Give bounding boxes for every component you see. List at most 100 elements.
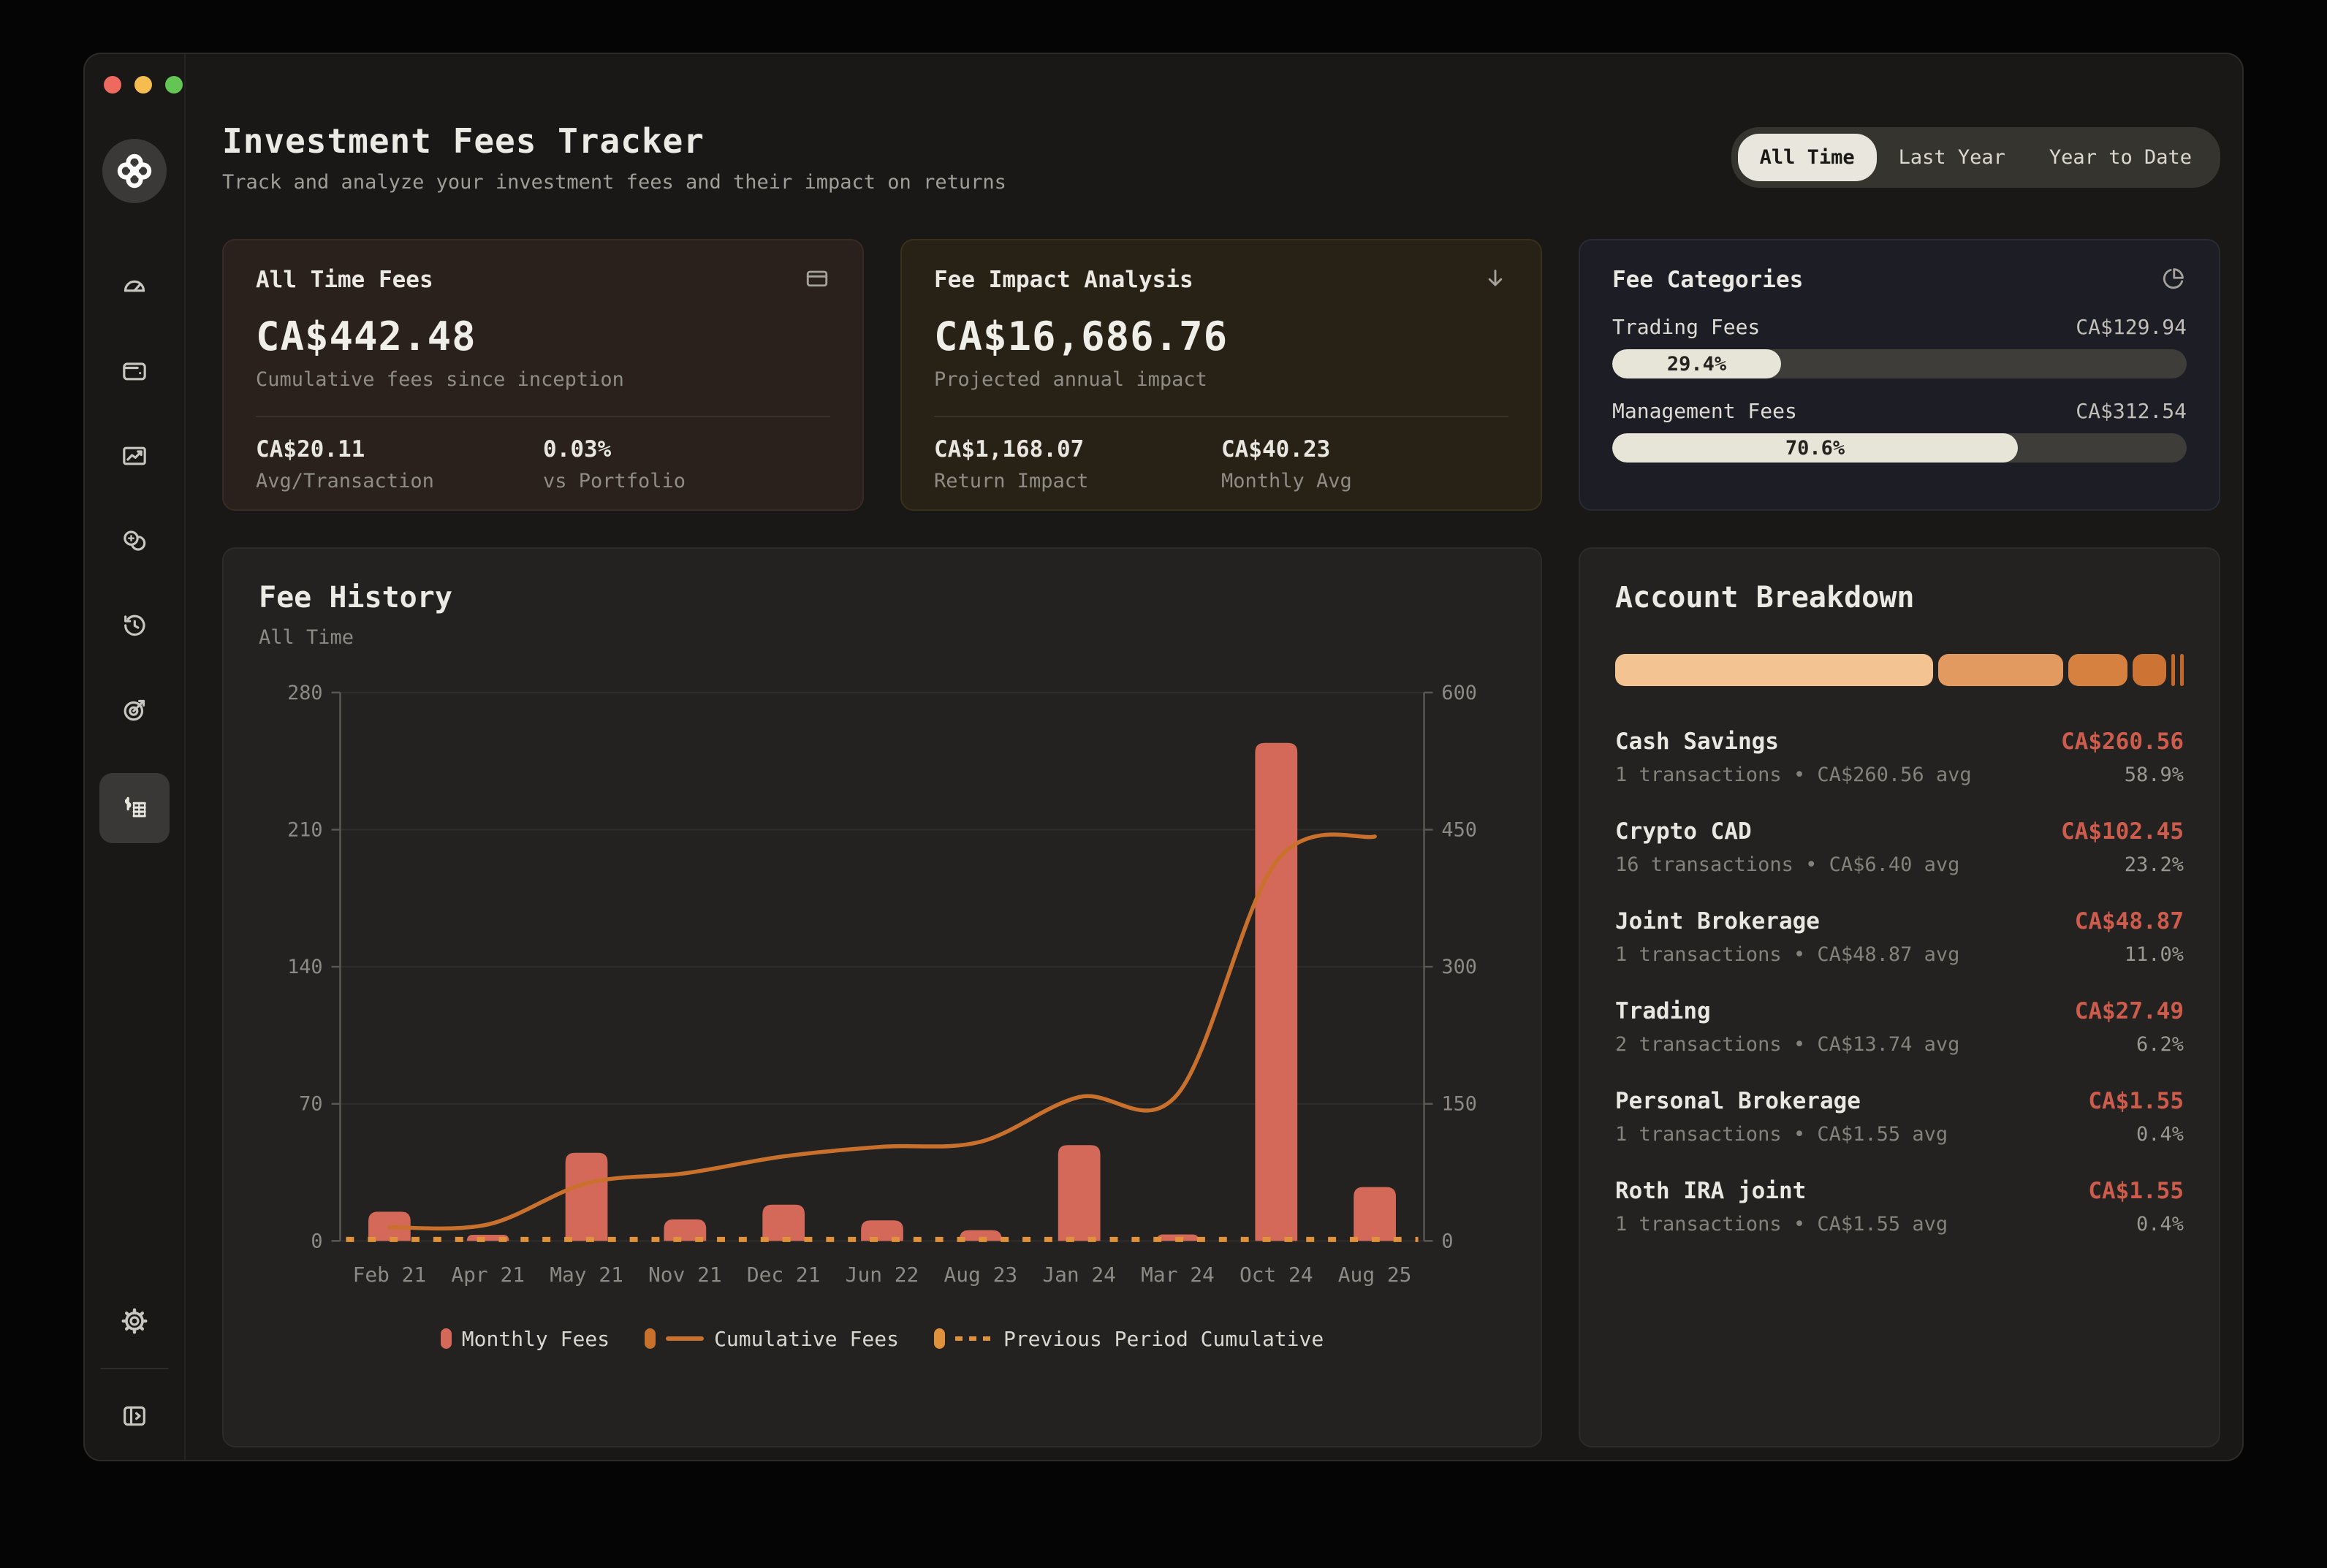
share-segment-joint-brokerage <box>2068 654 2128 686</box>
card-stats: CA$1,168.07 Return Impact CA$40.23 Monthly … <box>934 436 1508 492</box>
share-segment-personal-brokerage <box>2171 654 2175 686</box>
sidebar-item-coins[interactable] <box>99 519 170 563</box>
legend-cumulative-fees[interactable]: Cumulative Fees <box>645 1327 899 1351</box>
collapse-sidebar-button[interactable] <box>99 1394 170 1438</box>
legend-line-sample <box>666 1336 705 1341</box>
fee-category-bars: Trading Fees CA$129.94 29.4% Management Fee… <box>1612 315 2187 463</box>
fee-category-label: Management Fees <box>1612 399 1797 423</box>
settings-button[interactable] <box>99 1299 170 1343</box>
account-amount: CA$27.49 <box>2074 998 2184 1024</box>
svg-text:0: 0 <box>1441 1230 1453 1252</box>
stat-label: Monthly Avg <box>1221 470 1352 492</box>
main-content: Investment Fees Tracker Track and analyz… <box>186 54 2242 1460</box>
bar-may-21 <box>565 1152 608 1241</box>
account-share: 23.2% <box>2124 853 2184 876</box>
card-caption: Projected annual impact <box>934 368 1207 391</box>
account-name: Cash Savings <box>1615 728 1779 755</box>
fee-category-fill: 70.6% <box>1612 433 2018 463</box>
bar-dec-21 <box>762 1204 805 1241</box>
account-meta: 1 transactions • CA$48.87 avg <box>1615 943 1960 966</box>
account-name: Trading <box>1615 998 1711 1024</box>
sidebar-item-wallet[interactable] <box>99 349 170 393</box>
legend-label: Monthly Fees <box>461 1326 610 1351</box>
stat-label: vs Portfolio <box>543 470 686 492</box>
svg-text:Nov 21: Nov 21 <box>648 1263 722 1287</box>
card-title: Fee Categories <box>1612 267 1804 293</box>
stat: 0.03% vs Portfolio <box>543 436 830 492</box>
account-amount: CA$102.45 <box>2061 818 2184 845</box>
account-meta: 16 transactions • CA$6.40 avg <box>1615 853 1960 876</box>
minimize-button[interactable] <box>134 76 152 94</box>
account-row: Joint Brokerage CA$48.87 1 transactions • … <box>1615 908 2184 966</box>
target-icon <box>124 699 145 721</box>
account-amount: CA$1.55 <box>2088 1088 2184 1114</box>
stat: CA$20.11 Avg/Transaction <box>256 436 543 492</box>
svg-text:300: 300 <box>1441 956 1477 978</box>
tab-year-to-date[interactable]: Year to Date <box>2049 146 2192 169</box>
account-breakdown-panel: Account Breakdown Cash Savings CA$260.56 1… <box>1579 547 2220 1447</box>
svg-text:0: 0 <box>311 1230 322 1252</box>
svg-text:450: 450 <box>1441 818 1477 841</box>
stat: CA$1,168.07 Return Impact <box>934 436 1221 492</box>
tab-all-time[interactable]: All Time <box>1737 134 1877 181</box>
account-amount: CA$260.56 <box>2061 728 2184 755</box>
legend-dash-sample <box>954 1336 993 1341</box>
sidebar-item-trending-chart[interactable] <box>99 434 170 478</box>
account-meta: 1 transactions • CA$1.55 avg <box>1615 1213 1948 1236</box>
legend-swatch <box>645 1328 656 1350</box>
stat-value: CA$1,168.07 <box>934 436 1085 463</box>
account-meta: 1 transactions • CA$1.55 avg <box>1615 1123 1948 1146</box>
account-name: Personal Brokerage <box>1615 1088 1861 1114</box>
svg-text:140: 140 <box>287 956 323 978</box>
account-row: Personal Brokerage CA$1.55 1 transactions … <box>1615 1088 2184 1146</box>
svg-text:Apr 21: Apr 21 <box>451 1263 525 1287</box>
account-row: Crypto CAD CA$102.45 16 transactions • CA$… <box>1615 818 2184 876</box>
fee-category-row: Management Fees CA$312.54 70.6% <box>1612 399 2187 463</box>
stat-value: 0.03% <box>543 436 612 463</box>
legend-previous-period-cumulative[interactable]: Previous Period Cumulative <box>933 1326 1324 1351</box>
sidebar-item-history[interactable] <box>99 604 170 647</box>
account-amount: CA$48.87 <box>2074 908 2184 935</box>
stat-value: CA$40.23 <box>1221 436 1331 463</box>
app-logo <box>102 139 167 203</box>
wallet-icon <box>123 362 146 381</box>
legend-label: Previous Period Cumulative <box>1003 1326 1324 1351</box>
card-stats: CA$20.11 Avg/Transaction 0.03% vs Portfolio <box>256 436 830 492</box>
legend-monthly-fees[interactable]: Monthly Fees <box>440 1326 610 1351</box>
sidebar-item-target[interactable] <box>99 688 170 732</box>
card-title: All Time Fees <box>256 267 433 293</box>
credit-card-icon <box>804 265 830 294</box>
sidebar-item-fees-ledger[interactable] <box>99 773 170 843</box>
chart-svg: 0 70 140 210 280 0 150 300 450 600 Feb 21 Apr 21 May… <box>287 682 1477 1287</box>
bar-jan-24 <box>1058 1145 1101 1241</box>
arrow-down-icon <box>1482 265 1508 294</box>
fee-category-fill: 29.4% <box>1612 349 1782 378</box>
svg-text:Jan 24: Jan 24 <box>1042 1263 1116 1287</box>
summary-cards-row: All Time Fees CA$442.48 Cumulative fees … <box>222 239 2220 1447</box>
account-share: 6.2% <box>2136 1033 2184 1056</box>
fee-category-amount: CA$312.54 <box>2076 399 2187 423</box>
page-title-block: Investment Fees Tracker Track and analyz… <box>222 121 1006 194</box>
account-row: Cash Savings CA$260.56 1 transactions • CA… <box>1615 728 2184 786</box>
svg-text:210: 210 <box>287 818 323 841</box>
all-time-fees-value: CA$442.48 <box>256 313 477 359</box>
bar-oct-24 <box>1255 742 1298 1241</box>
svg-text:Aug 23: Aug 23 <box>944 1263 1018 1287</box>
sidebar <box>85 54 186 1460</box>
sidebar-bottom <box>99 1299 170 1438</box>
svg-text:Feb 21: Feb 21 <box>353 1263 427 1287</box>
sidebar-item-gauge[interactable] <box>99 264 170 308</box>
share-segment-crypto-cad <box>1937 654 2064 686</box>
coins-icon <box>124 530 146 551</box>
sidebar-divider <box>101 1368 168 1369</box>
panel-subtitle: All Time <box>259 626 354 649</box>
all-time-fees-card: All Time Fees CA$442.48 Cumulative fees … <box>222 239 864 511</box>
share-segment-roth-ira-joint <box>2180 654 2184 686</box>
bar-aug-25 <box>1354 1187 1396 1241</box>
share-segment-trading <box>2133 654 2166 686</box>
chart-legend: Monthly Fees Cumulative Fees Previous Peri… <box>259 1327 1506 1351</box>
zoom-button[interactable] <box>165 76 183 94</box>
close-button[interactable] <box>104 76 121 94</box>
tab-last-year[interactable]: Last Year <box>1898 146 2005 169</box>
legend-swatch <box>440 1328 452 1350</box>
